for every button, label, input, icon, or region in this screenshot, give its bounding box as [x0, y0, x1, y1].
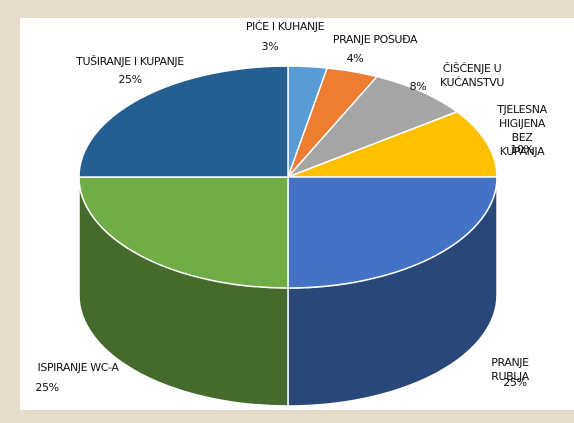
- value-label: 25%: [503, 376, 526, 390]
- category-label: ISPIRANJE WC-A: [38, 361, 119, 375]
- category-label: PRANJE POSUĐA: [333, 33, 417, 47]
- category-label: TUŠIRANJE I KUPANJE: [76, 55, 184, 69]
- category-label: PIĆE I KUHANJE: [246, 20, 324, 34]
- value-label: 25%: [35, 381, 58, 395]
- page: PIĆE I KUHANJE 3% PRANJE POSUĐA 4% ČIŠĆENJE …: [0, 0, 574, 423]
- slice: [79, 66, 288, 177]
- value-label: 10%: [510, 143, 533, 157]
- category-label: ČIŠĆENJE U KUĆANSTVU: [421, 62, 523, 90]
- value-label: 8%: [410, 80, 427, 94]
- value-label: 25%: [118, 73, 141, 87]
- value-label: 4%: [347, 52, 364, 66]
- value-label: 3%: [262, 40, 279, 54]
